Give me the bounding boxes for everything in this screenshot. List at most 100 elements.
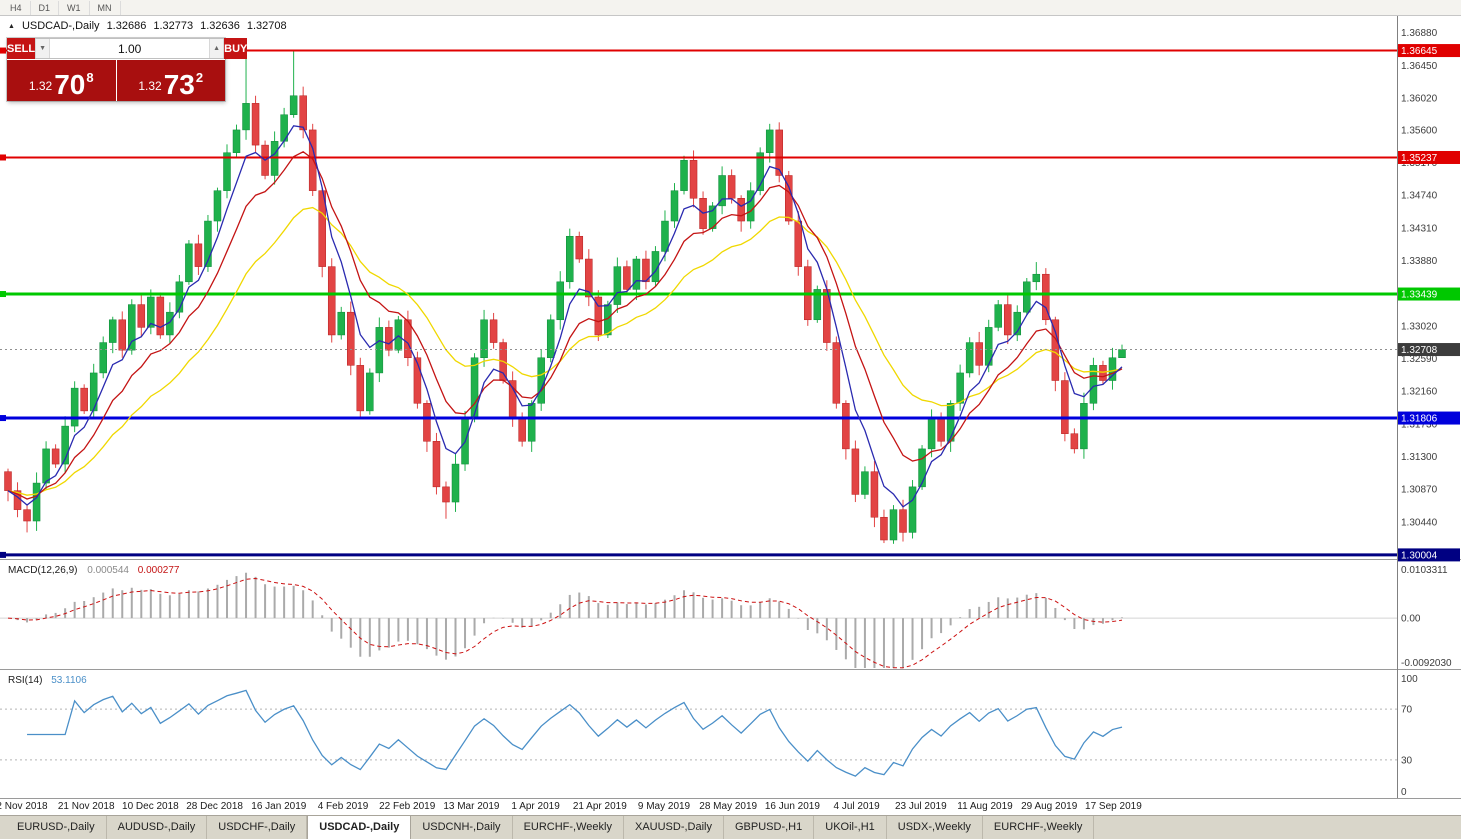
trade-prices-row: 1.32 70 8 1.32 73 2 (7, 60, 225, 101)
timeframe-button-d1[interactable]: D1 (31, 0, 60, 15)
buy-price-box[interactable]: 1.32 73 2 (116, 60, 225, 101)
svg-text:1.33880: 1.33880 (1401, 256, 1438, 267)
svg-text:0.00: 0.00 (1401, 614, 1421, 625)
svg-text:1.36450: 1.36450 (1401, 61, 1438, 72)
date-axis-label: 1 Apr 2019 (511, 801, 560, 812)
svg-text:1.32708: 1.32708 (1401, 345, 1438, 356)
chart-tab-usdx-weekly[interactable]: USDX-,Weekly (887, 816, 983, 839)
horizontal-lines-layer (0, 47, 1397, 558)
chart-tab-usdchf-daily[interactable]: USDCHF-,Daily (207, 816, 308, 839)
date-axis-label: 21 Nov 2018 (57, 801, 115, 812)
price-tag: 1.36645 (1398, 44, 1460, 57)
hline-handle[interactable] (0, 154, 6, 161)
price-axis: 1.368801.364501.360201.356001.351701.347… (1398, 28, 1460, 798)
chart-tab-eurchf-weekly[interactable]: EURCHF-,Weekly (983, 816, 1095, 839)
moving-average-20 (7, 206, 1123, 496)
date-axis-label: 10 Dec 2018 (122, 801, 179, 812)
timeframe-button-w1[interactable]: W1 (59, 0, 90, 15)
svg-text:1.31730: 1.31730 (1401, 419, 1438, 430)
date-axis[interactable]: 2 Nov 2018 21 Nov 2018 10 Dec 2018 28 Dec 2… (0, 798, 1461, 815)
sell-price-prefix: 1.32 (28, 79, 53, 93)
buy-price-pips: 73 (163, 69, 195, 100)
sell-button[interactable]: SELL (7, 38, 36, 59)
date-axis-label: 4 Jul 2019 (833, 801, 880, 812)
trade-controls-row: SELL ▼ ▲ BUY (7, 38, 248, 59)
svg-text:1.31806: 1.31806 (1401, 414, 1438, 425)
chart-ohlc-header: ▲ USDCAD-,Daily 1.32686 1.32773 1.32636 … (8, 20, 287, 32)
symbol-marker-icon: ▲ (8, 22, 15, 30)
date-axis-label: 16 Jun 2019 (764, 801, 820, 812)
svg-text:1.36880: 1.36880 (1401, 28, 1438, 39)
svg-text:70: 70 (1401, 705, 1413, 716)
timeframe-button-mn[interactable]: MN (90, 0, 121, 15)
macd-name: MACD(12,26,9) (8, 565, 78, 576)
chart-tab-ukoil-h1[interactable]: UKOil-,H1 (814, 816, 887, 839)
macd-main-value: 0.000544 (87, 565, 129, 576)
date-axis-label: 17 Sep 2019 (1085, 801, 1142, 812)
chart-area[interactable]: 1.368801.364501.360201.356001.351701.347… (0, 16, 1461, 798)
sell-price-point: 8 (86, 70, 94, 85)
ohlc-high: 1.32773 (153, 20, 194, 32)
ohlc-low: 1.32636 (200, 20, 240, 32)
date-axis-label: 28 Dec 2018 (186, 801, 243, 812)
date-axis-label: 22 Feb 2019 (379, 801, 436, 812)
chart-tab-eurchf-weekly[interactable]: EURCHF-,Weekly (513, 816, 624, 839)
svg-text:1.36645: 1.36645 (1401, 46, 1438, 57)
timeframe-toolbar: H4 D1 W1 MN (0, 0, 1461, 16)
moving-average-5 (7, 125, 1123, 508)
price-tag: 1.33439 (1398, 287, 1460, 301)
hline-handle[interactable] (0, 551, 6, 558)
svg-text:0.0103311: 0.0103311 (1401, 565, 1448, 576)
date-axis-label: 13 Mar 2019 (443, 801, 500, 812)
candles-layer (4, 38, 1126, 544)
svg-text:100: 100 (1401, 674, 1418, 685)
chart-tab-usdcad-daily[interactable]: USDCAD-,Daily (307, 816, 412, 839)
macd-signal-value: 0.000277 (137, 565, 180, 576)
volume-stepper: ▼ ▲ (35, 38, 225, 59)
rsi-indicator-label: RSI(14) 53.1106 (8, 675, 87, 686)
buy-price-point: 2 (195, 70, 204, 85)
hline-handle[interactable] (0, 291, 6, 298)
timeframe-button-h4[interactable]: H4 (2, 0, 31, 15)
date-axis-label: 28 May 2019 (699, 801, 758, 812)
svg-text:1.34740: 1.34740 (1401, 191, 1438, 202)
price-chart[interactable]: 1.368801.364501.360201.356001.351701.347… (0, 16, 1461, 798)
chart-symbol-label: USDCAD-,Daily (21, 20, 100, 32)
volume-decrease-icon[interactable]: ▼ (35, 39, 51, 58)
chart-tab-audusd-daily[interactable]: AUDUSD-,Daily (107, 816, 208, 839)
hline-handle[interactable] (0, 415, 6, 422)
chart-tab-xauusd-daily[interactable]: XAUUSD-,Daily (624, 816, 724, 839)
svg-text:1.34310: 1.34310 (1401, 223, 1438, 234)
rsi-panel (0, 689, 1397, 777)
rsi-name: RSI(14) (8, 675, 43, 686)
sell-price-pips: 70 (54, 69, 86, 100)
date-axis-label: 16 Jan 2019 (251, 801, 307, 812)
volume-increase-icon[interactable]: ▲ (209, 39, 225, 58)
svg-text:1.30870: 1.30870 (1401, 485, 1438, 496)
macd-indicator-label: MACD(12,26,9) 0.000544 0.000277 (8, 565, 179, 576)
hline-handle[interactable] (0, 47, 6, 54)
macd-signal-line (7, 577, 1123, 669)
ohlc-close: 1.32708 (246, 20, 287, 32)
price-tag: 1.30004 (1398, 548, 1460, 562)
date-axis-label: 11 Aug 2019 (957, 801, 1013, 812)
svg-text:1.36020: 1.36020 (1401, 94, 1438, 105)
rsi-line (27, 689, 1123, 777)
date-axis-label: 29 Aug 2019 (1021, 801, 1078, 812)
date-axis-label: 21 Apr 2019 (572, 801, 627, 812)
chart-tab-gbpusd-h1[interactable]: GBPUSD-,H1 (724, 816, 815, 839)
svg-text:1.30440: 1.30440 (1401, 517, 1438, 528)
date-axis-label: 23 Jul 2019 (894, 801, 947, 812)
price-tag: 1.35237 (1398, 150, 1460, 164)
rsi-value: 53.1106 (51, 675, 87, 686)
svg-text:1.35600: 1.35600 (1401, 125, 1438, 136)
buy-button[interactable]: BUY (224, 38, 248, 59)
volume-input[interactable] (50, 39, 210, 58)
svg-text:1.30004: 1.30004 (1401, 550, 1438, 561)
sell-price-box[interactable]: 1.32 70 8 (7, 60, 116, 101)
svg-text:1.35237: 1.35237 (1401, 153, 1438, 164)
chart-tab-eurusd-daily[interactable]: EURUSD-,Daily (6, 816, 107, 839)
svg-text:0: 0 (1401, 787, 1407, 798)
chart-tab-usdcnh-daily[interactable]: USDCNH-,Daily (411, 816, 513, 839)
